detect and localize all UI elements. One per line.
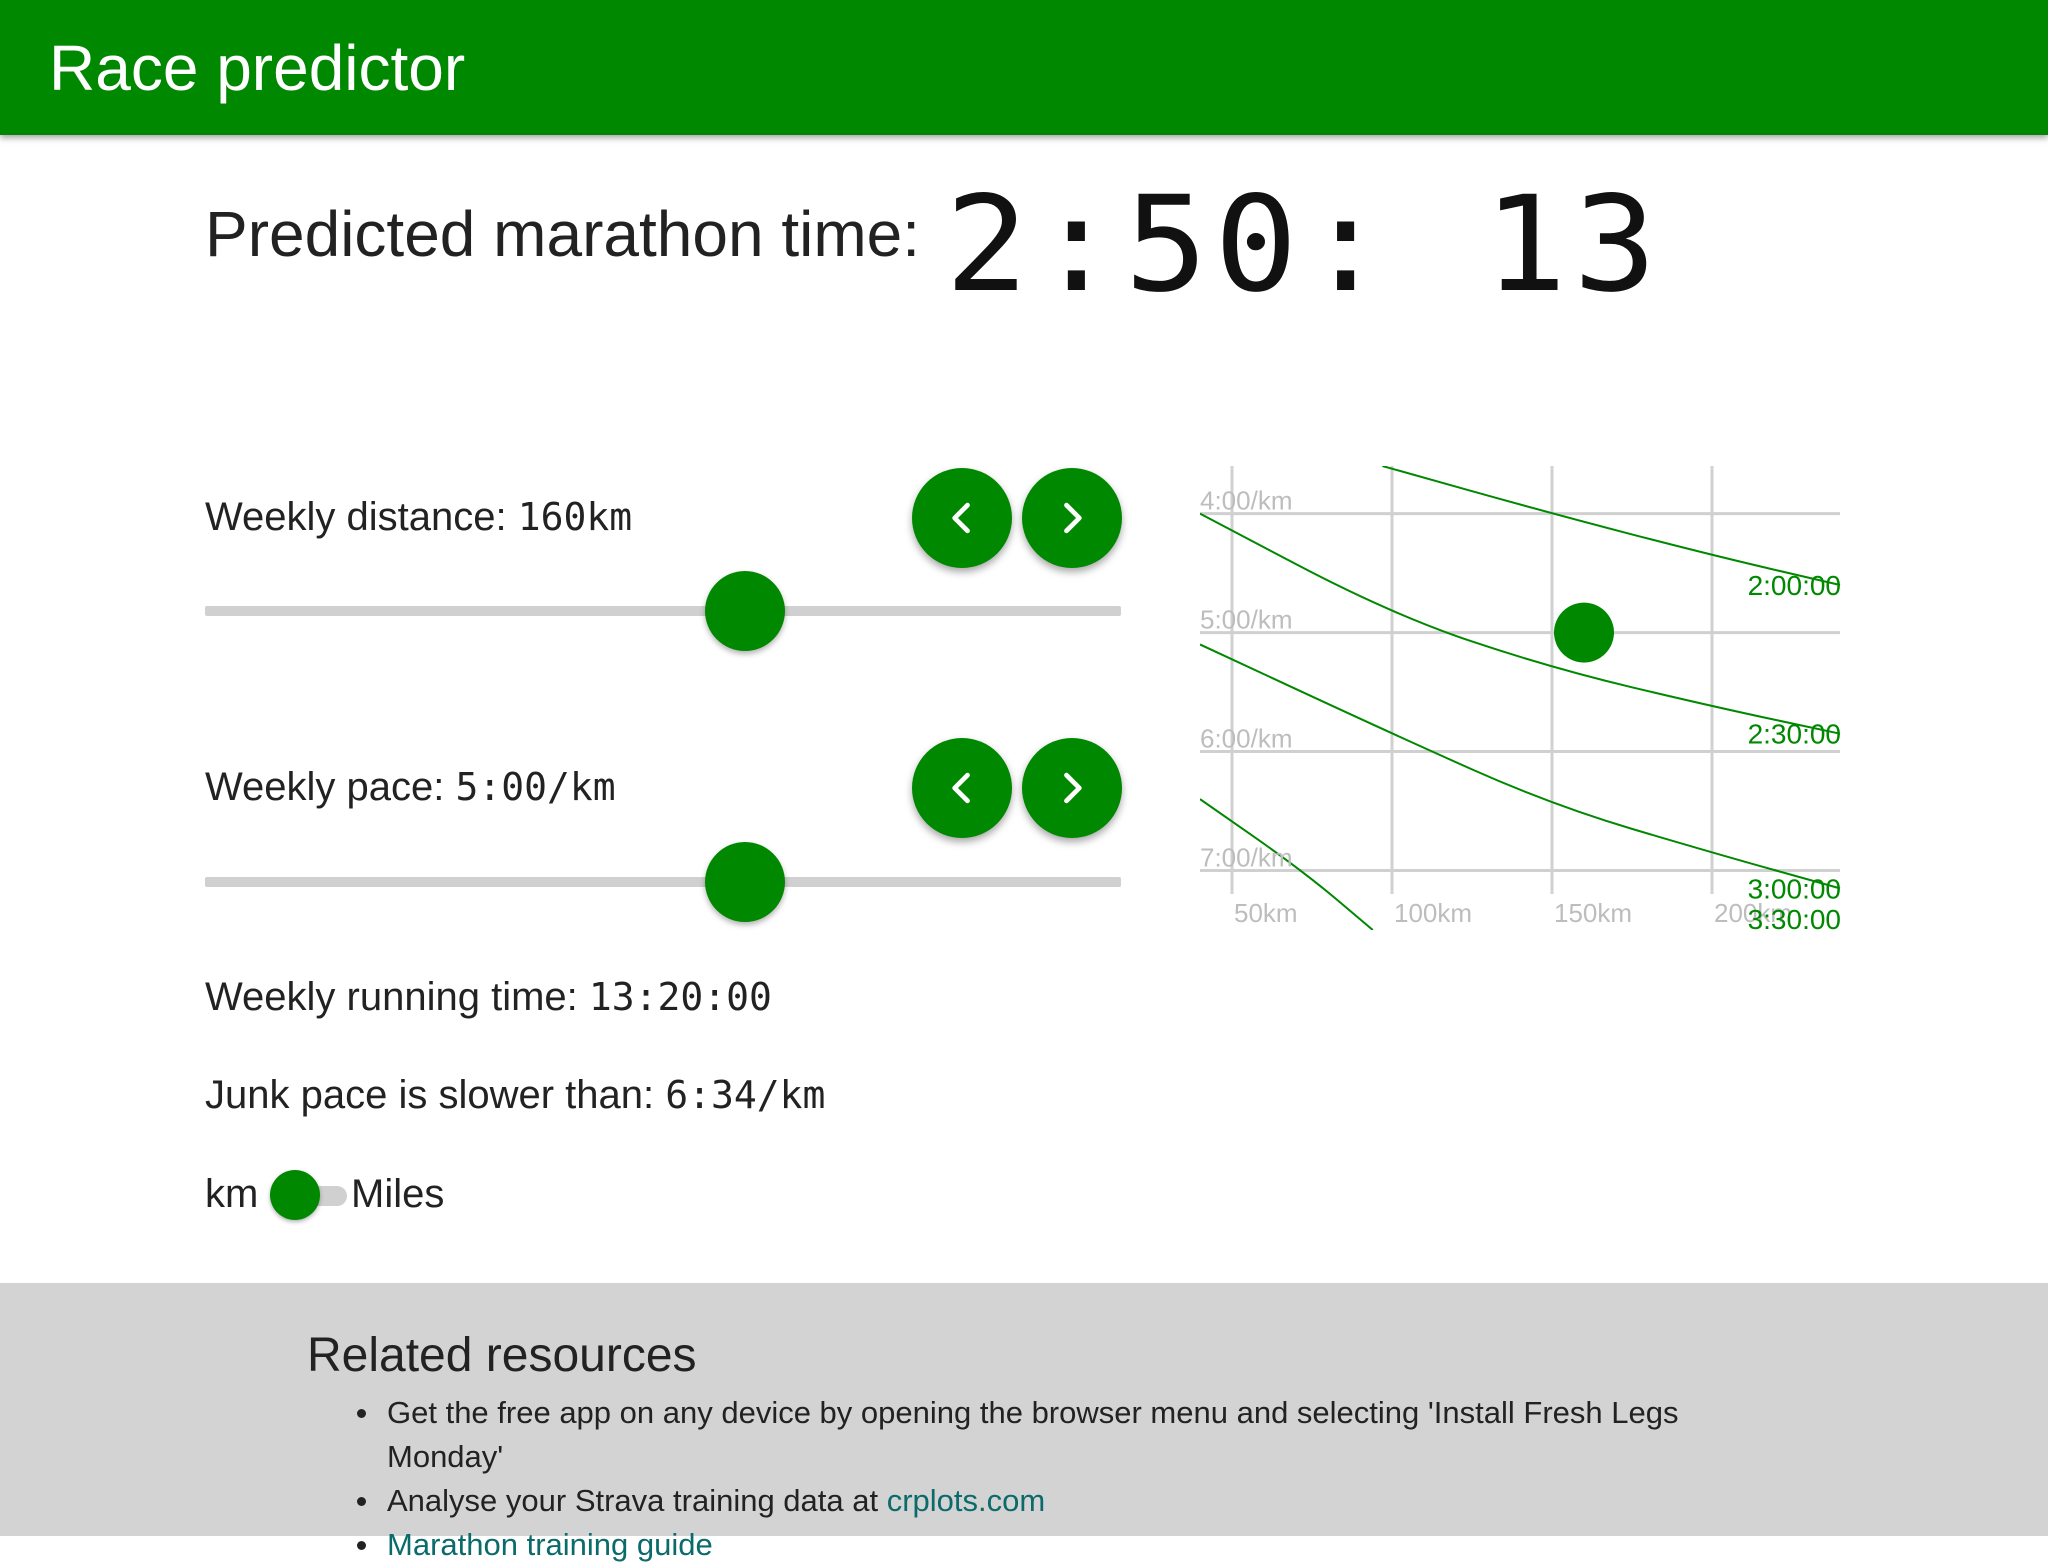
series-label: 2:30:00 <box>1748 719 1841 750</box>
marathon-guide-link[interactable]: Marathon training guide <box>387 1527 713 1562</box>
running-time-label: Weekly running time: <box>205 975 589 1019</box>
chevron-left-icon <box>952 502 970 534</box>
chevron-left-icon <box>952 772 970 804</box>
distance-label-text: Weekly distance: <box>205 495 518 539</box>
chart-grid <box>1200 466 1840 894</box>
chart-series <box>1200 466 1841 930</box>
y-tick-label: 5:00/km <box>1200 605 1293 635</box>
predicted-time-display: 2:50: 13 <box>945 168 1663 322</box>
x-tick-label: 100km <box>1394 898 1472 928</box>
time-curve <box>1200 512 1841 735</box>
chevron-right-icon <box>1064 772 1082 804</box>
resource-text: Get the free app on any device by openin… <box>387 1395 1679 1474</box>
junk-pace-value: 6:34/km <box>665 1073 826 1117</box>
distance-value: 160km <box>517 495 633 539</box>
pace-increase-button[interactable] <box>1022 738 1122 838</box>
x-tick-label: 50km <box>1234 898 1298 928</box>
list-item: Marathon training guide <box>357 1523 1747 1567</box>
time-curve <box>1382 466 1841 586</box>
running-time-line: Weekly running time: 13:20:00 <box>205 972 772 1022</box>
unit-km-label: km <box>205 1172 259 1216</box>
distance-label: Weekly distance: 160km <box>205 492 632 542</box>
pace-label: Weekly pace: 5:00/km <box>205 762 616 812</box>
series-label: 3:00:00 <box>1748 873 1841 904</box>
crplots-link[interactable]: crplots.com <box>886 1483 1046 1518</box>
junk-pace-line: Junk pace is slower than: 6:34/km <box>205 1070 825 1120</box>
unit-toggle-thumb[interactable] <box>270 1170 320 1220</box>
pace-decrease-button[interactable] <box>912 738 1012 838</box>
current-position-point[interactable] <box>1554 602 1614 663</box>
series-label: 2:00:00 <box>1748 570 1841 601</box>
prediction-chart[interactable]: 50km 100km 150km 200km 4:00/km 5:00/km 6:00/km… <box>1200 466 1845 930</box>
pace-slider-track[interactable] <box>205 877 1121 887</box>
related-resources-list: Get the free app on any device by openin… <box>357 1391 1747 1567</box>
prediction-chart-svg[interactable]: 50km 100km 150km 200km 4:00/km 5:00/km 6:00/km… <box>1200 466 1845 930</box>
y-tick-label: 7:00/km <box>1200 843 1293 873</box>
app-title: Race predictor <box>49 32 466 104</box>
time-curve <box>1200 798 1374 930</box>
distance-decrease-button[interactable] <box>912 468 1012 568</box>
distance-slider-track[interactable] <box>205 606 1121 616</box>
chart-labels: 50km 100km 150km 200km 4:00/km 5:00/km 6:00/km… <box>1200 486 1841 930</box>
y-tick-label: 6:00/km <box>1200 724 1293 754</box>
time-curve <box>1200 643 1841 890</box>
list-item: Get the free app on any device by openin… <box>357 1391 1747 1479</box>
distance-increase-button[interactable] <box>1022 468 1122 568</box>
chevron-right-icon <box>1064 502 1082 534</box>
prediction-label: Predicted marathon time: <box>205 198 920 270</box>
junk-pace-label: Junk pace is slower than: <box>205 1073 666 1117</box>
list-item: Analyse your Strava training data at crp… <box>357 1479 1747 1523</box>
app-bar: Race predictor <box>0 0 2048 135</box>
related-resources-footer: Related resources Get the free app on an… <box>0 1283 2048 1562</box>
unit-miles-label: Miles <box>351 1172 445 1216</box>
pace-value: 5:00/km <box>455 765 616 809</box>
series-label: 3:30:00 <box>1748 904 1841 930</box>
running-time-value: 13:20:00 <box>588 975 772 1019</box>
resource-prefix: Analyse your Strava training data at <box>387 1483 887 1518</box>
x-tick-label: 150km <box>1554 898 1632 928</box>
x-tick-label: 200km <box>1714 898 1792 928</box>
distance-slider-thumb[interactable] <box>705 571 786 651</box>
pace-label-text: Weekly pace: <box>205 765 456 809</box>
chart-point-layer[interactable] <box>1554 602 1614 663</box>
y-tick-label: 4:00/km <box>1200 486 1293 516</box>
pace-slider-thumb[interactable] <box>705 842 786 922</box>
related-resources-title: Related resources <box>307 1329 697 1382</box>
